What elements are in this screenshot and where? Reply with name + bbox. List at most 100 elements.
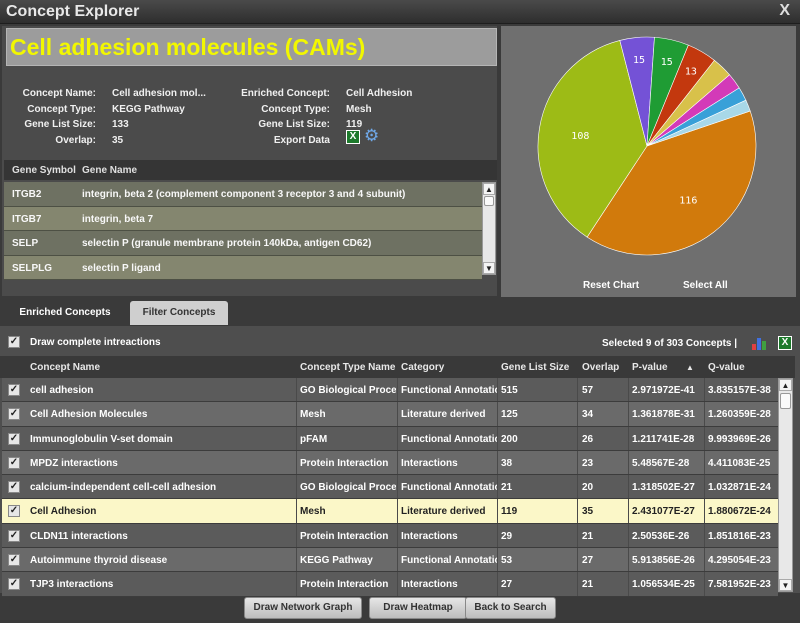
concept-info-panel: Cell adhesion molecules (CAMs) Concept N…: [2, 26, 497, 296]
close-button[interactable]: X: [779, 2, 790, 19]
sort-arrow-icon[interactable]: ▲: [686, 363, 694, 372]
excel-icon[interactable]: X: [778, 336, 792, 350]
col-concept-type[interactable]: Concept Type Name: [300, 362, 396, 373]
cell-separator: [628, 499, 629, 523]
cell-separator: [628, 450, 629, 475]
cell-overlap: 35: [582, 506, 594, 518]
pie-chart: 116 108 15 15 13: [537, 36, 757, 256]
draw-complete-checkbox[interactable]: ✓: [8, 336, 20, 348]
enriched-concept-type-label: Concept Type:: [261, 103, 330, 115]
table-row[interactable]: ✓ Cell Adhesion Molecules Mesh Literature d…: [2, 402, 778, 427]
table-row[interactable]: ✓ CLDN11 interactions Protein Interaction I…: [2, 523, 778, 549]
cell-name: Cell Adhesion Molecules: [30, 409, 148, 421]
scroll-down-arrow-icon[interactable]: ▼: [779, 579, 792, 591]
cell-separator: [628, 523, 629, 548]
table-row[interactable]: ✓ Immunoglobulin V-set domain pFAM Function…: [2, 426, 778, 451]
cell-separator: [704, 426, 705, 450]
cell-separator: [577, 523, 578, 548]
select-all-link[interactable]: Select All: [683, 280, 728, 291]
bar-chart-icon[interactable]: [752, 336, 768, 350]
gene-symbol-header[interactable]: Gene Symbol: [12, 165, 76, 176]
col-overlap[interactable]: Overlap: [582, 362, 620, 373]
cell-p: 5.913856E-26: [632, 555, 695, 567]
cell-p: 2.971972E-41: [632, 385, 695, 396]
col-category[interactable]: Category: [401, 362, 445, 373]
col-concept-name[interactable]: Concept Name: [30, 362, 101, 373]
cell-separator: [628, 548, 629, 572]
window-title: Concept Explorer: [6, 3, 140, 20]
cell-name: calcium-independent cell-cell adhesion: [30, 482, 217, 494]
table-row[interactable]: ✓ cell adhesion GO Biological Proce Functio…: [2, 378, 778, 403]
cell-separator: [577, 378, 578, 402]
tab-filter-concepts[interactable]: Filter Concepts: [130, 301, 228, 325]
scroll-up-arrow-icon[interactable]: ▲: [779, 379, 792, 391]
table-row[interactable]: ITGB7 integrin, beta 7: [4, 206, 482, 231]
pie-slice[interactable]: [586, 110, 757, 256]
row-checkbox[interactable]: ✓: [8, 529, 20, 542]
draw-heatmap-button[interactable]: Draw Heatmap: [369, 597, 467, 619]
pie-slice-label: 108: [571, 131, 589, 142]
table-row[interactable]: ✓ Cell Adhesion Mesh Literature derived 119 3…: [2, 499, 778, 524]
tab-bar: Enriched Concepts Filter Concepts: [0, 300, 800, 326]
cell-p: 1.056534E-25: [632, 579, 695, 591]
row-checkbox[interactable]: ✓: [8, 408, 20, 421]
cell-separator: [628, 572, 629, 596]
gear-icon[interactable]: ⚙: [364, 126, 380, 145]
table-row[interactable]: SELP selectin P (granule membrane protei…: [4, 231, 482, 256]
scroll-thumb[interactable]: [484, 196, 494, 206]
table-row[interactable]: ✓ Autoimmune thyroid disease KEGG Pathway F…: [2, 548, 778, 573]
cell-name: CLDN11 interactions: [30, 530, 128, 542]
back-to-search-button[interactable]: Back to Search: [465, 597, 556, 619]
tab-enriched-concepts[interactable]: Enriched Concepts: [4, 301, 126, 325]
row-checkbox[interactable]: ✓: [8, 481, 20, 494]
draw-network-graph-button[interactable]: Draw Network Graph: [244, 597, 362, 619]
pie-slice[interactable]: [646, 99, 751, 147]
cell-q: 4.295054E-23: [708, 555, 771, 567]
row-checkbox[interactable]: ✓: [8, 384, 20, 396]
cell-separator: [497, 499, 498, 523]
cell-size: 125: [501, 409, 518, 421]
col-q-value[interactable]: Q-value: [708, 362, 745, 373]
export-data-label: Export Data: [273, 134, 330, 146]
cell-type: Protein Interaction: [300, 579, 389, 591]
table-row[interactable]: ✓ TJP3 interactions Protein Interaction Int…: [2, 572, 778, 597]
table-row[interactable]: ITGB2 integrin, beta 2 (complement compo…: [4, 182, 482, 207]
enriched-concept-value: Cell Adhesion: [346, 88, 413, 99]
cell-category: Functional Annotatio: [401, 433, 497, 445]
draw-complete-option[interactable]: ✓ Draw complete intreactions: [8, 336, 161, 348]
pie-slice-label: 116: [679, 195, 697, 206]
cell-separator: [497, 523, 498, 548]
gene-name-header[interactable]: Gene Name: [82, 165, 138, 176]
gene-scrollbar[interactable]: ▲ ▼: [482, 182, 496, 275]
scroll-down-arrow-icon[interactable]: ▼: [483, 262, 495, 274]
cell-q: 1.260359E-28: [708, 409, 771, 421]
row-checkbox[interactable]: ✓: [8, 456, 20, 469]
grid-scrollbar[interactable]: ▲ ▼: [778, 378, 793, 592]
reset-chart-link[interactable]: Reset Chart: [583, 280, 640, 291]
table-row[interactable]: ✓ calcium-independent cell-cell adhesion G…: [2, 475, 778, 500]
cell-size: 53: [501, 555, 513, 567]
row-checkbox[interactable]: ✓: [8, 432, 20, 445]
row-checkbox[interactable]: ✓: [8, 505, 20, 518]
draw-complete-label: Draw complete intreactions: [30, 336, 161, 348]
title-bar: Concept Explorer X: [0, 0, 800, 24]
col-p-value[interactable]: P-value: [632, 362, 668, 373]
gene-symbol: ITGB2: [12, 189, 42, 200]
cell-category: Functional Annotatio: [401, 482, 497, 494]
pie-slice[interactable]: [537, 40, 648, 238]
cell-category: Literature derived: [401, 506, 486, 518]
col-gene-list-size[interactable]: Gene List Size: [501, 362, 570, 373]
cell-separator: [704, 572, 705, 596]
cell-separator: [628, 378, 629, 402]
cell-p: 2.431077E-27: [632, 506, 695, 518]
cell-separator: [296, 548, 297, 572]
table-row[interactable]: SELPLG selectin P ligand: [4, 255, 482, 280]
scroll-up-arrow-icon[interactable]: ▲: [483, 183, 495, 195]
table-row[interactable]: ✓ MPDZ interactions Protein Interaction Int…: [2, 450, 778, 476]
row-checkbox[interactable]: ✓: [8, 554, 20, 567]
scroll-thumb[interactable]: [780, 393, 791, 409]
left-info-values: Cell adhesion mol... KEGG Pathway 133 35: [112, 86, 232, 148]
row-checkbox[interactable]: ✓: [8, 578, 20, 591]
excel-icon[interactable]: X: [346, 130, 360, 144]
cell-category: Functional Annotatio: [401, 555, 497, 567]
